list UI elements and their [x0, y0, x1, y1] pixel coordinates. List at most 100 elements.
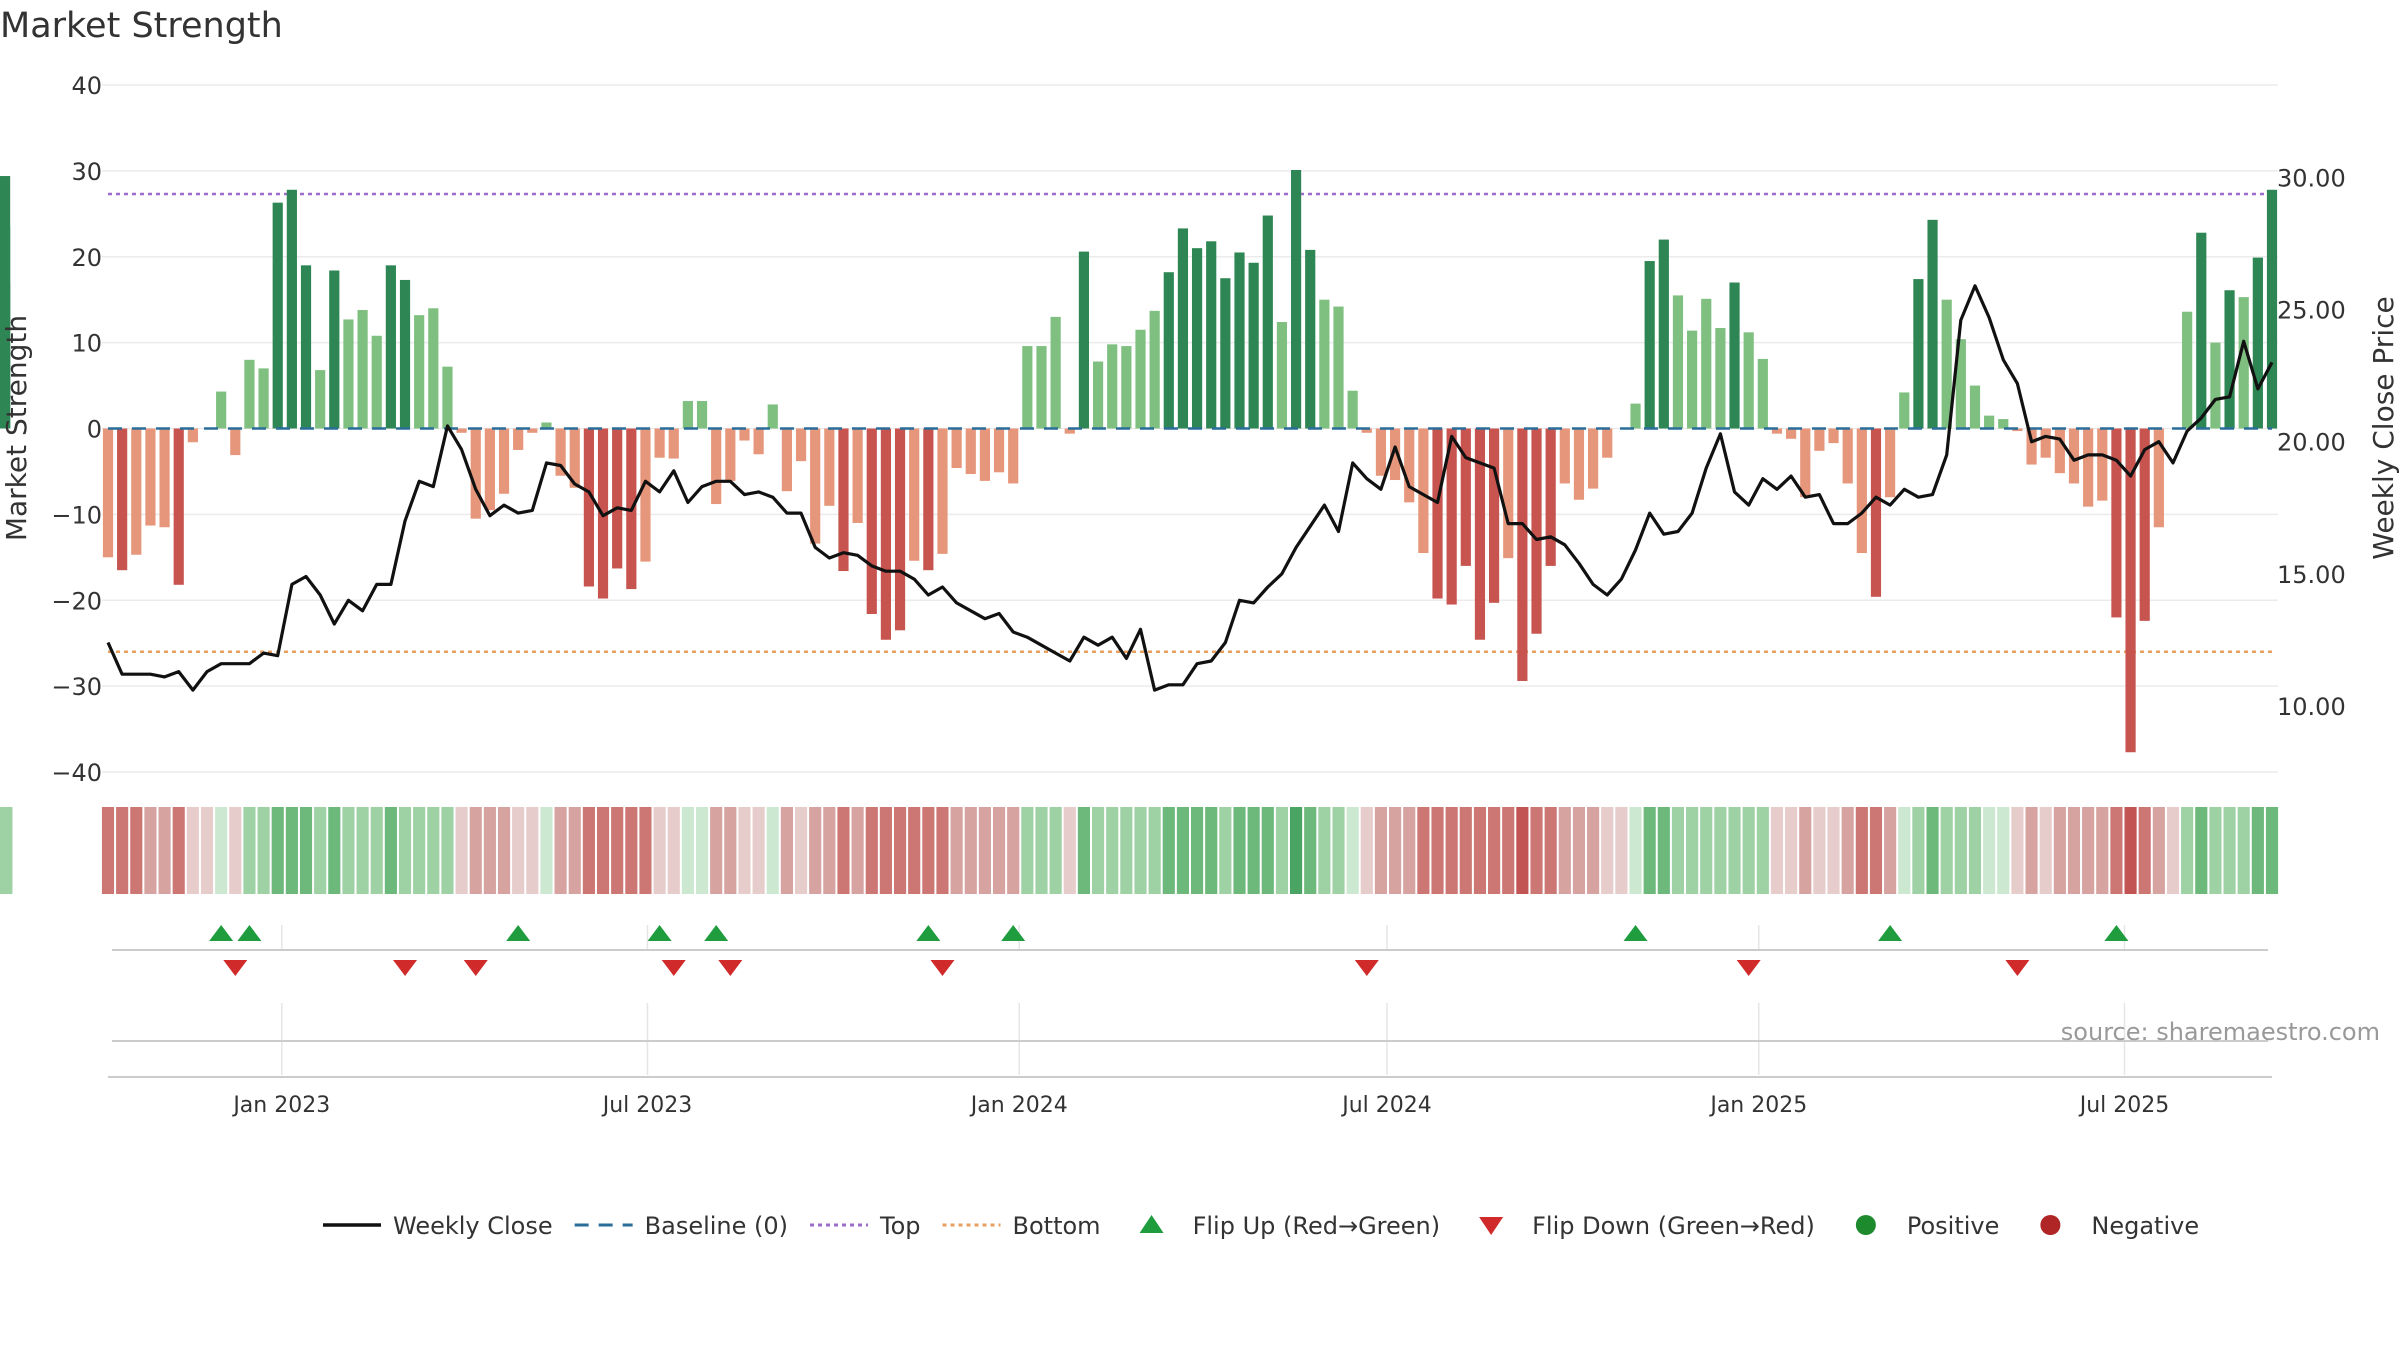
intensity-cell: [1134, 807, 1147, 894]
intensity-cell: [1587, 807, 1600, 894]
right-y-axis: 30.00 25.00 20.00 15.00 10.00: [2277, 164, 2346, 720]
intensity-cell: [1799, 807, 1812, 894]
left-tick-label: 30: [71, 158, 102, 186]
left-tick-label: 0: [87, 416, 102, 444]
strength-bar: [2111, 428, 2122, 618]
intensity-cell: [667, 807, 680, 894]
strength-bar: [1248, 262, 1259, 429]
strength-bar: [329, 270, 340, 429]
chart-title: Market Strength: [0, 6, 283, 46]
intensity-cell: [1318, 807, 1331, 894]
intensity-cell: [2195, 807, 2208, 894]
strength-bar: [2266, 189, 2278, 429]
intensity-cell: [1785, 807, 1798, 894]
x-axis: Jan 2023 Jul 2023 Jan 2024 Jul 2024 Jan 2025…: [108, 1076, 2272, 1118]
right-tick-label: 10.00: [2277, 693, 2346, 721]
strength-bar: [668, 428, 679, 459]
intensity-cell: [1077, 807, 1090, 894]
strength-bar: [1757, 358, 1768, 429]
intensity-cell: [1007, 807, 1020, 894]
strength-bar: [569, 428, 580, 488]
legend-swatch: [1479, 1217, 1504, 1235]
strength-bar: [555, 428, 566, 476]
intensity-cell: [427, 807, 440, 894]
intensity-cell: [1417, 807, 1430, 894]
strength-bar: [880, 428, 892, 640]
intensity-cell: [483, 807, 496, 894]
strength-bar: [2054, 428, 2065, 474]
legend-label: Flip Up (Red→Green): [1193, 1212, 1441, 1240]
strength-bar: [583, 428, 594, 587]
intensity-cell: [1629, 807, 1642, 894]
legend-label: Positive: [1907, 1212, 2000, 1240]
strength-bar: [1234, 252, 1245, 429]
strength-bar: [1460, 428, 1471, 566]
right-tick-label: 30.00: [2277, 164, 2346, 192]
strength-bar: [1531, 428, 1542, 634]
intensity-cell: [625, 807, 638, 894]
flip-down-marker: [463, 960, 488, 976]
strength-bar: [1404, 428, 1415, 503]
intensity-cell: [144, 807, 157, 894]
intensity-cell: [2096, 807, 2109, 894]
strength-bar: [1290, 170, 1302, 429]
legend-label: Negative: [2091, 1212, 2199, 1240]
intensity-cell: [1643, 807, 1656, 894]
intensity-cell: [908, 807, 921, 894]
strength-bar: [117, 428, 128, 571]
strength-bar: [2097, 428, 2108, 501]
strength-bar: [993, 428, 1005, 473]
flip-up-marker: [1001, 925, 1026, 941]
strength-bar: [2012, 428, 2023, 432]
strength-bar: [414, 315, 425, 429]
intensity-cell: [611, 807, 624, 894]
intensity-cell: [1756, 807, 1769, 894]
legend-swatch: [1855, 1215, 1876, 1235]
strength-bar: [1064, 428, 1075, 434]
left-tick-label: −30: [51, 673, 102, 701]
flip-up-marker: [506, 925, 531, 941]
legend-label: Baseline (0): [645, 1212, 788, 1240]
right-tick-label: 25.00: [2277, 297, 2346, 325]
strength-bar: [272, 202, 283, 429]
legend-item: Weekly Close: [323, 1212, 553, 1240]
strength-bar: [1545, 428, 1556, 566]
intensity-cell: [1389, 807, 1402, 894]
intensity-cell: [936, 807, 949, 894]
intensity-cell: [1601, 807, 1614, 894]
intensity-cell: [469, 807, 482, 894]
flip-down-marker: [223, 960, 248, 976]
intensity-cell: [1968, 807, 1982, 894]
intensity-cell: [851, 807, 864, 894]
x-tick-label: Jul 2024: [1340, 1093, 1432, 1118]
strength-bar: [230, 428, 241, 456]
strength-bar: [498, 428, 510, 494]
flip-up-marker: [1878, 925, 1903, 941]
intensity-cell: [1884, 807, 1897, 894]
intensity-cell: [1021, 807, 1034, 894]
intensity-strip: [0, 807, 2279, 894]
intensity-cell: [1473, 807, 1487, 894]
intensity-cell: [554, 807, 567, 894]
strength-bar: [852, 428, 863, 523]
strength-bar: [300, 265, 312, 429]
strength-bar: [1672, 295, 1684, 429]
strength-bar: [1573, 428, 1585, 500]
strength-bar: [1389, 428, 1401, 481]
reference-lines: [108, 192, 2272, 654]
strength-bar: [1262, 215, 1273, 429]
intensity-cell: [823, 807, 836, 894]
intensity-cell: [2011, 807, 2024, 894]
strength-bar: [1517, 428, 1528, 681]
strength-bar: [951, 428, 962, 469]
intensity-cell: [2152, 807, 2165, 894]
intensity-cell: [2166, 807, 2180, 894]
strength-bar: [1121, 346, 1132, 429]
intensity-cell: [2209, 807, 2222, 894]
intensity-cell: [1558, 807, 1571, 894]
strength-bar: [187, 428, 198, 443]
legend-label: Top: [879, 1212, 921, 1240]
intensity-cell: [865, 807, 878, 894]
flip-down-marker: [2005, 960, 2030, 976]
strength-bar: [2224, 290, 2235, 429]
